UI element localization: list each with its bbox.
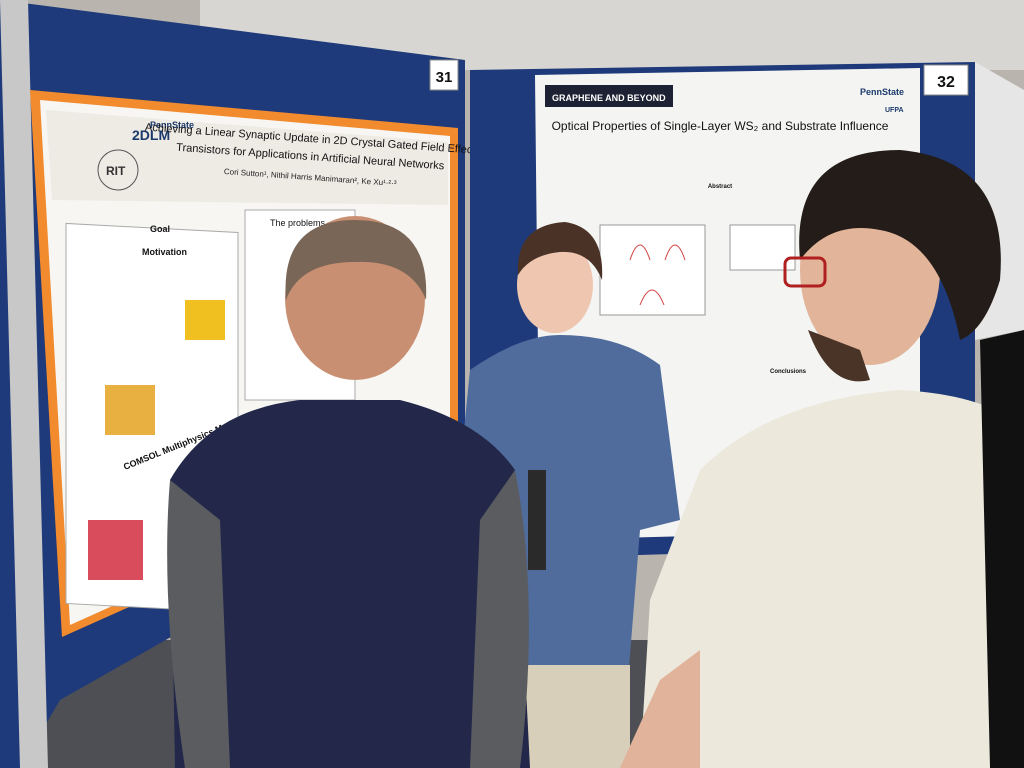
section-heading: Motivation: [142, 247, 187, 257]
section-heading: Abstract: [708, 184, 732, 190]
figure: [88, 520, 143, 580]
person-sweater: [170, 400, 530, 768]
logo: RIT: [106, 164, 126, 178]
person-hand: [620, 650, 700, 768]
person-beard: [808, 330, 870, 382]
person-hair: [799, 150, 1001, 340]
logo: 2DLM: [132, 127, 170, 143]
board-frame: [0, 0, 48, 768]
banner-text: GRAPHENE AND BEYOND: [552, 93, 666, 103]
logo: PennState: [150, 120, 194, 130]
section-heading: The problems: [270, 218, 326, 228]
glasses: [783, 256, 827, 288]
figure: [599, 224, 706, 316]
person-shirt: [455, 335, 680, 680]
banner: [545, 85, 673, 107]
sign-number: 31: [436, 69, 453, 86]
sign-number: 32: [937, 74, 955, 91]
person-hair: [285, 220, 427, 300]
person-shirt: [640, 390, 1024, 768]
logo: PennState: [860, 87, 904, 97]
person-sleeve: [470, 470, 529, 768]
seal: [97, 149, 139, 191]
sign: [923, 64, 969, 96]
left-poster-header: [46, 110, 448, 205]
person-sleeve: [167, 480, 230, 768]
figure-curve: [629, 244, 686, 306]
figure: [185, 300, 225, 340]
person-face: [517, 237, 593, 333]
person-pants: [510, 665, 630, 768]
section-heading: Goal: [150, 224, 170, 234]
logo: UFPA: [885, 107, 904, 114]
section-heading: Conclusions: [770, 369, 807, 375]
sign: [429, 59, 459, 91]
bystander: [980, 330, 1024, 768]
poster-title: Optical Properties of Single-Layer WS₂ a…: [552, 119, 889, 133]
figure: [105, 385, 155, 435]
bottle: [528, 470, 546, 570]
person-hair: [517, 222, 603, 280]
